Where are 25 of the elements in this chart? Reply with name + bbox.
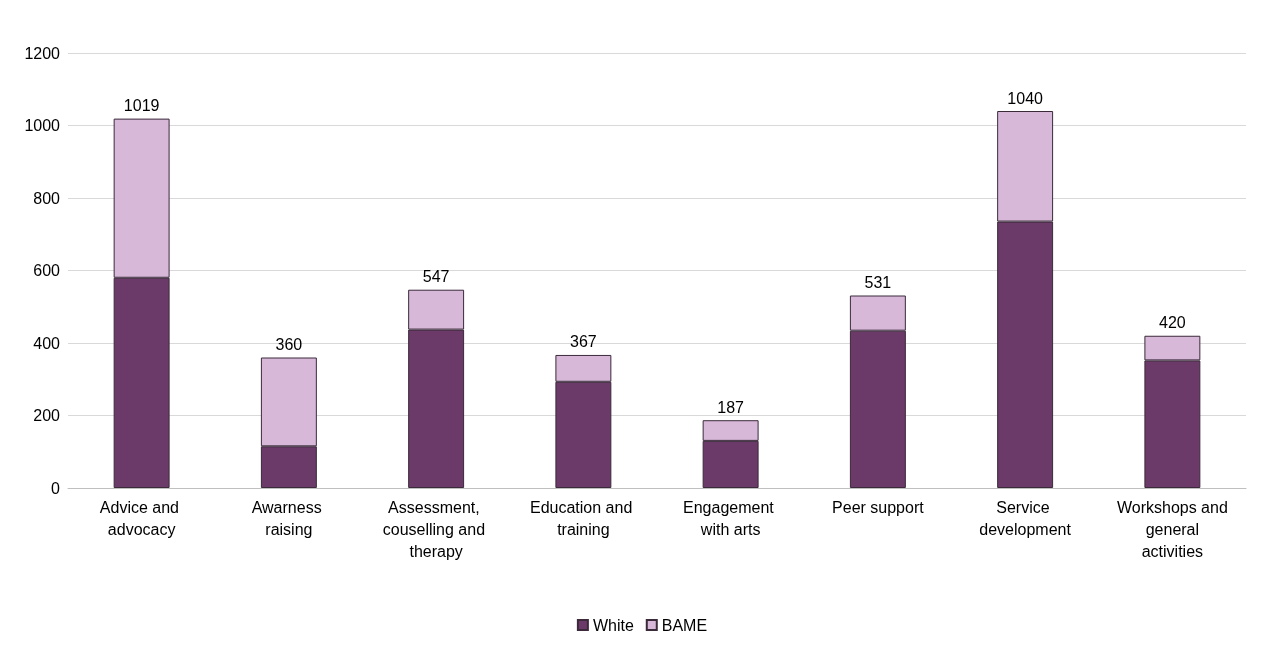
y-tick-label: 400 (33, 334, 61, 352)
x-tick-label: Peer support (832, 498, 925, 516)
total-label: 420 (1159, 314, 1186, 332)
y-tick-label: 800 (33, 189, 61, 207)
total-label: 547 (422, 268, 450, 286)
x-tick-label: Engagement with arts (683, 498, 779, 538)
x-tick-label: Awarness raising (251, 498, 327, 538)
total-label: 367 (570, 333, 597, 351)
y-tick-label: 600 (33, 262, 61, 279)
y-tick-label: 1200 (24, 44, 61, 62)
x-tick-label: Workshops and general activities (1116, 498, 1228, 560)
x-tick-label: Education and training (530, 498, 637, 538)
x-tick-label: Service development (979, 498, 1072, 538)
y-tick-label: 200 (33, 407, 61, 424)
total-label: 360 (275, 336, 303, 353)
x-tick-label: Advice and advocacy (99, 498, 184, 538)
total-label: 187 (717, 398, 745, 416)
y-tick-label: 0 (51, 479, 61, 497)
x-tick-label: Assessment, couselling and therapy (382, 498, 490, 560)
total-label: 1040 (1007, 89, 1044, 107)
total-label: 1019 (123, 97, 160, 115)
legend-label: White (592, 616, 634, 634)
y-tick-label: 1000 (24, 117, 61, 134)
total-label: 531 (864, 274, 892, 292)
legend-label: BAME (661, 616, 708, 634)
